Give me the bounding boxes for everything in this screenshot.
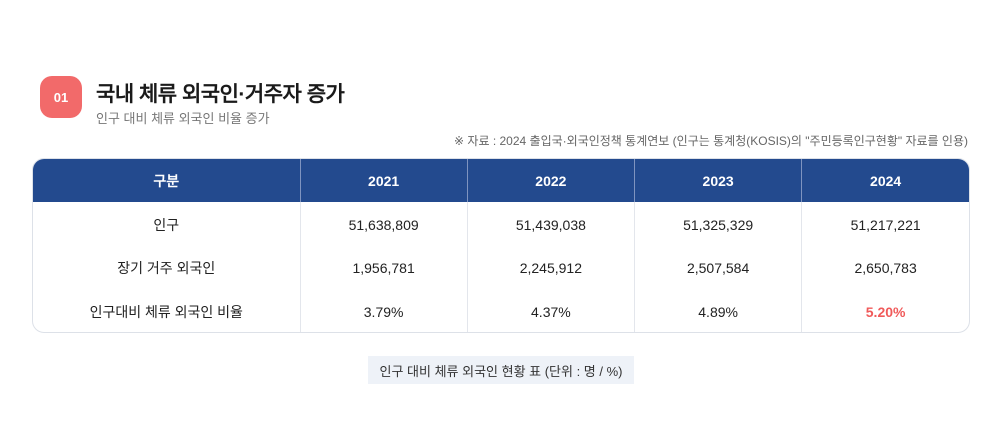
column-header-category: 구분 bbox=[153, 172, 180, 189]
row-label: 장기 거주 외국인 bbox=[117, 260, 216, 276]
table-cell: 2,245,912 bbox=[466, 246, 635, 290]
section-subtitle: 인구 대비 체류 외국인 비율 증가 bbox=[96, 111, 270, 126]
table-cell-highlighted: 5.20% bbox=[801, 290, 969, 332]
column-header-2021: 2021 bbox=[299, 159, 468, 202]
table-cell: 2,650,783 bbox=[801, 246, 969, 290]
table-cell: 1,956,781 bbox=[299, 246, 468, 290]
table-cell: 4.37% bbox=[466, 290, 635, 332]
column-header-2022: 2022 bbox=[466, 159, 635, 202]
row-label: 인구 bbox=[153, 217, 180, 233]
section-title: 국내 체류 외국인·거주자 증가 bbox=[96, 83, 345, 106]
table-header-row: 구분 2021 2022 2023 2024 bbox=[33, 159, 969, 202]
table-row-long-term-foreigners: 장기 거주 외국인 1,956,781 2,245,912 2,507,584 … bbox=[33, 246, 969, 290]
table-row-foreigner-ratio: 인구대비 체류 외국인 비율 3.79% 4.37% 4.89% 5.20% bbox=[33, 290, 969, 332]
table-cell: 51,638,809 bbox=[299, 202, 468, 246]
section-number-badge: 01 bbox=[40, 76, 82, 118]
foreign-resident-table: 구분 2021 2022 2023 2024 인구 51,638,809 51,… bbox=[32, 158, 970, 333]
table-row-population: 인구 51,638,809 51,439,038 51,325,329 51,2… bbox=[33, 202, 969, 246]
table-cell: 3.79% bbox=[299, 290, 468, 332]
table-cell: 2,507,584 bbox=[633, 246, 802, 290]
column-header-2024: 2024 bbox=[801, 159, 969, 202]
column-header-2023: 2023 bbox=[633, 159, 802, 202]
table-cell: 51,439,038 bbox=[466, 202, 635, 246]
source-note: ※ 자료 : 2024 출입국·외국인정책 통계연보 (인구는 통계청(KOSI… bbox=[454, 134, 968, 148]
table-caption: 인구 대비 체류 외국인 현황 표 (단위 : 명 / %) bbox=[368, 356, 634, 384]
table-cell: 4.89% bbox=[633, 290, 802, 332]
table-cell: 51,217,221 bbox=[801, 202, 969, 246]
row-label: 인구대비 체류 외국인 비율 bbox=[89, 304, 243, 320]
table-cell: 51,325,329 bbox=[633, 202, 802, 246]
